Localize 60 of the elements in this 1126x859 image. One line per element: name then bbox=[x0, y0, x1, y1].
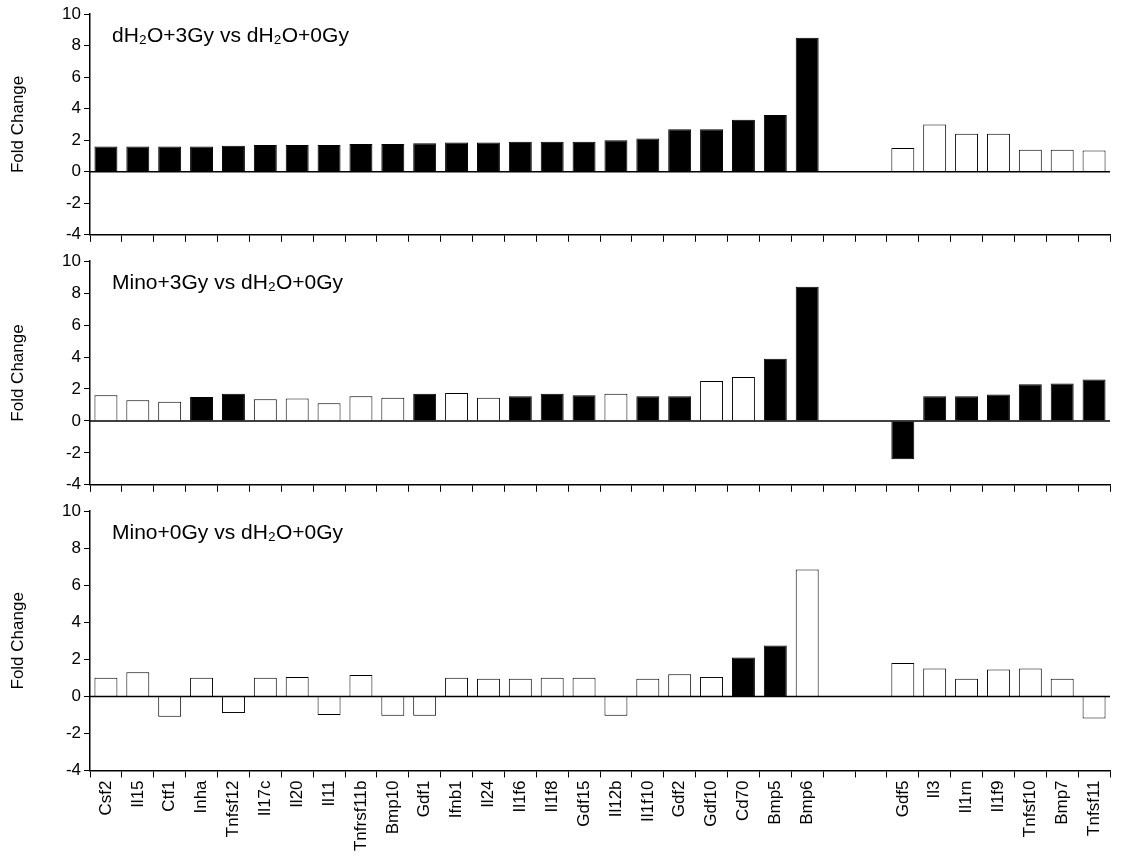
y-tick-label: 8 bbox=[71, 282, 81, 302]
x-tick-label: Il1f8 bbox=[541, 780, 561, 813]
y-axis-title: Fold Change bbox=[7, 75, 27, 174]
x-tick-label: Il11 bbox=[318, 780, 338, 807]
y-tick-label: 8 bbox=[71, 35, 81, 55]
y-tick-label: 6 bbox=[71, 66, 81, 86]
y-tick-label: -4 bbox=[65, 474, 81, 494]
x-tick-label: Bmp10 bbox=[382, 780, 402, 835]
x-tick-label: Gdf2 bbox=[669, 780, 689, 818]
x-tick-label: Cd70 bbox=[733, 780, 753, 822]
y-tick-label: 2 bbox=[71, 378, 81, 398]
y-tick-label: 10 bbox=[62, 3, 81, 23]
y-tick-label: 8 bbox=[71, 537, 81, 557]
x-tick-label: Il1f10 bbox=[637, 780, 657, 823]
y-tick-label: -4 bbox=[65, 760, 81, 780]
x-tick-label: Il1f6 bbox=[510, 780, 529, 813]
y-tick-label: 0 bbox=[71, 161, 81, 181]
chart-title: Mino+3Gy vs dH₂O+0Gy bbox=[112, 270, 344, 294]
x-tick-label: Gdf10 bbox=[701, 780, 721, 827]
x-tick-label: Csf2 bbox=[95, 780, 115, 816]
y-tick-label: -4 bbox=[65, 224, 81, 244]
y-tick-label: -2 bbox=[65, 723, 81, 743]
x-tick-label: Il3 bbox=[924, 780, 944, 799]
y-tick-label: 0 bbox=[71, 410, 81, 430]
y-axis-title: Fold Change bbox=[7, 324, 27, 422]
x-tick-label: Il1rn bbox=[956, 780, 976, 814]
y-axis-title: Fold Change bbox=[7, 592, 27, 690]
y-tick-label: 6 bbox=[71, 314, 81, 334]
x-tick-label: Il24 bbox=[478, 780, 498, 808]
y-tick-label: 2 bbox=[71, 129, 81, 149]
x-tick-label: Il1f9 bbox=[988, 780, 1008, 813]
y-tick-label: -2 bbox=[65, 192, 81, 212]
y-tick-label: 10 bbox=[62, 500, 81, 520]
x-tick-label: Inha bbox=[191, 779, 211, 814]
x-tick-label: Ifnb1 bbox=[446, 780, 466, 819]
chart-title: Mino+0Gy vs dH₂O+0Gy bbox=[112, 520, 344, 544]
chart-title: dH₂O+3Gy vs dH₂O+0Gy bbox=[112, 23, 350, 47]
y-tick-label: 0 bbox=[71, 686, 81, 706]
x-tick-label: Il17c bbox=[255, 779, 274, 817]
x-tick-label: Gdf1 bbox=[414, 780, 434, 818]
y-tick-label: 10 bbox=[62, 250, 81, 270]
y-tick-label: 4 bbox=[71, 98, 81, 118]
x-tick-label: Tnfsf12 bbox=[223, 780, 243, 838]
y-tick-label: 4 bbox=[71, 346, 81, 366]
x-tick-label: Il12b bbox=[605, 780, 625, 818]
y-tick-label: 4 bbox=[71, 612, 81, 631]
x-tick-label: Bmp7 bbox=[1051, 780, 1071, 825]
x-tick-label: Il20 bbox=[286, 780, 306, 808]
y-tick-label: 6 bbox=[71, 574, 81, 594]
x-tick-label: Tnfsf10 bbox=[1020, 780, 1039, 838]
x-tick-label: Ctf1 bbox=[159, 780, 179, 812]
y-tick-label: -2 bbox=[65, 442, 81, 462]
x-tick-label: Gdf5 bbox=[892, 780, 912, 818]
x-tick-label: Il15 bbox=[127, 780, 147, 808]
x-tick-label: Bmp6 bbox=[796, 780, 816, 825]
x-tick-label: Gdf15 bbox=[573, 780, 593, 827]
y-tick-label: 2 bbox=[71, 649, 81, 669]
x-tick-label: Bmp5 bbox=[765, 780, 784, 825]
x-tick-label: Tnfrsf11b bbox=[350, 780, 370, 852]
x-tick-label: Tnfsf11 bbox=[1083, 780, 1103, 836]
